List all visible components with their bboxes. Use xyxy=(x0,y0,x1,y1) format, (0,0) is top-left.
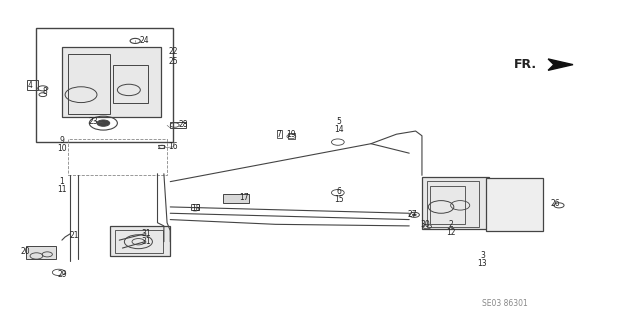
Text: 31: 31 xyxy=(142,237,152,246)
Bar xyxy=(68,54,109,114)
Text: 30: 30 xyxy=(420,220,430,229)
Text: 15: 15 xyxy=(334,195,344,204)
Text: 9: 9 xyxy=(60,136,65,145)
Text: 28: 28 xyxy=(179,120,188,129)
Text: 14: 14 xyxy=(334,125,344,134)
Text: 1: 1 xyxy=(60,177,64,186)
Bar xyxy=(36,28,173,142)
Bar xyxy=(26,247,56,259)
Text: 23: 23 xyxy=(89,117,99,126)
Bar xyxy=(68,139,167,175)
Text: 22: 22 xyxy=(169,48,178,56)
Text: 18: 18 xyxy=(191,204,200,213)
Bar xyxy=(62,47,161,117)
Text: 21: 21 xyxy=(70,231,79,240)
Bar xyxy=(170,122,186,128)
Text: 27: 27 xyxy=(408,210,417,219)
Text: 13: 13 xyxy=(477,259,487,268)
Bar xyxy=(113,65,148,103)
Bar xyxy=(115,230,163,253)
Text: 4: 4 xyxy=(28,81,33,90)
Text: 16: 16 xyxy=(168,142,179,151)
Bar xyxy=(276,130,282,138)
Bar xyxy=(486,178,543,231)
Bar xyxy=(191,204,199,210)
Text: 20: 20 xyxy=(20,247,31,256)
Bar xyxy=(288,133,294,139)
Text: 25: 25 xyxy=(168,57,179,66)
Text: 19: 19 xyxy=(287,130,296,139)
Bar xyxy=(429,186,465,224)
Bar xyxy=(422,177,489,229)
Text: 12: 12 xyxy=(446,228,456,237)
Text: 29: 29 xyxy=(57,271,67,279)
Text: 26: 26 xyxy=(551,199,561,208)
Polygon shape xyxy=(548,59,573,70)
Text: 8: 8 xyxy=(42,87,47,96)
Text: 10: 10 xyxy=(57,144,67,153)
Text: 11: 11 xyxy=(57,185,67,194)
Text: SE03 86301: SE03 86301 xyxy=(482,299,527,308)
Text: 6: 6 xyxy=(337,187,342,196)
Text: FR.: FR. xyxy=(513,58,537,71)
Text: 31: 31 xyxy=(142,229,152,238)
Text: 17: 17 xyxy=(239,193,248,202)
Bar xyxy=(109,226,170,256)
Circle shape xyxy=(97,120,109,126)
Text: 7: 7 xyxy=(276,130,281,139)
Text: 5: 5 xyxy=(337,117,342,126)
Bar xyxy=(223,194,248,203)
Text: 24: 24 xyxy=(140,36,150,45)
Bar xyxy=(427,181,479,226)
Bar xyxy=(27,80,38,90)
Text: 2: 2 xyxy=(448,220,453,229)
Circle shape xyxy=(412,214,416,216)
Text: 3: 3 xyxy=(480,251,485,260)
